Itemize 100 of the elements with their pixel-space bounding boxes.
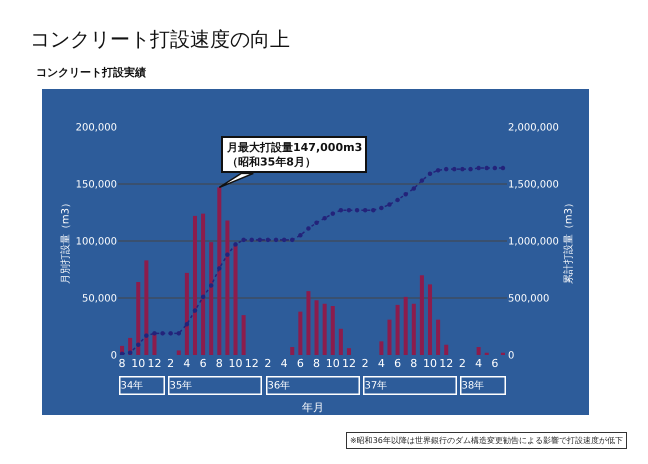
point [322, 216, 327, 220]
x-tick-label: 10 [228, 357, 243, 370]
bar [290, 347, 294, 355]
point [168, 331, 173, 336]
point [420, 178, 424, 183]
point [330, 211, 336, 216]
x-tick-label: 4 [475, 357, 482, 370]
x-tick-label: 10 [326, 357, 340, 370]
point [266, 238, 270, 242]
bar [192, 216, 198, 355]
point [452, 166, 457, 172]
point [387, 202, 392, 207]
x-tick-label: 2 [264, 357, 272, 370]
y2-tick-label: 500,000 [508, 294, 550, 304]
point [225, 252, 230, 257]
x-tick-label: 10 [423, 357, 438, 370]
text: 38年 [462, 380, 484, 392]
text: 35年 [170, 380, 192, 392]
bar [233, 244, 238, 355]
point [338, 208, 344, 212]
point [120, 352, 124, 355]
x-tick-label: 12 [439, 357, 454, 370]
bar [217, 187, 222, 355]
y-tick-label: 50,000 [82, 294, 117, 304]
point [412, 186, 416, 191]
point [290, 238, 294, 242]
bar [346, 348, 351, 355]
point [144, 333, 149, 338]
x-tick-label: 6 [394, 357, 402, 370]
bar [306, 291, 310, 355]
point [500, 166, 506, 170]
bar [298, 312, 302, 355]
bar [184, 272, 189, 355]
x-tick-label: 8 [410, 357, 418, 370]
point [249, 238, 254, 242]
x-tick-label: 4 [378, 357, 385, 370]
x-tick-label: 8 [118, 357, 126, 370]
x-tick-label: 8 [216, 357, 223, 370]
text: 36年 [268, 380, 290, 392]
y-tick-label: 100,000 [76, 236, 117, 248]
x-tick-label: 12 [342, 357, 356, 370]
y2-tick-label: 1,000,000 [508, 236, 559, 248]
x-tick-label: 4 [183, 357, 190, 370]
x-tick-label: 12 [244, 357, 259, 370]
bar [476, 347, 481, 355]
point [200, 294, 206, 300]
point [436, 168, 440, 173]
point [176, 331, 182, 336]
point [403, 192, 408, 197]
text: ※昭和36年以降は世界銀行のダム構造変更勧告による影響で打設速度が低下 [350, 436, 623, 445]
y-tick-label: 150,000 [76, 180, 117, 190]
point [241, 238, 246, 242]
point [468, 166, 473, 172]
y-tick-label: 0 [110, 350, 117, 362]
text: 34年 [120, 380, 144, 392]
point [444, 166, 448, 172]
point [128, 350, 132, 355]
bar [322, 304, 327, 355]
bar [338, 328, 343, 355]
y-axis-title: 月別打設量（m3） [60, 198, 72, 284]
point [298, 233, 303, 238]
point [371, 208, 376, 212]
bar [209, 242, 214, 355]
point [282, 238, 286, 242]
bar [136, 282, 140, 355]
x-tick-label: 8 [313, 357, 320, 370]
x-tick-label: 6 [200, 357, 207, 370]
point [492, 166, 498, 170]
point [217, 266, 222, 271]
bar [436, 320, 440, 355]
point [314, 220, 319, 226]
bar [176, 350, 181, 355]
bar [330, 306, 335, 355]
y-tick-label: 200,000 [76, 122, 117, 134]
point [395, 198, 400, 202]
bar [201, 214, 206, 355]
chart-subtitle: コンクリート打設実績 [36, 66, 146, 79]
point [208, 283, 214, 288]
annotation: 月最大打設量147,000m3 （昭和35年8月） [226, 141, 362, 168]
bar [404, 296, 408, 355]
bar [152, 333, 156, 355]
y2-axis-title: 累計打設量（m3） [562, 198, 574, 284]
point [362, 208, 368, 212]
point [258, 238, 262, 242]
point [484, 166, 489, 170]
chart-title: コンクリート打設速度の向上 [30, 27, 290, 51]
y2-tick-label: 1,500,000 [508, 180, 559, 190]
text: 37年 [364, 380, 388, 392]
point [346, 208, 352, 212]
x-tick-label: 2 [458, 357, 466, 370]
point [460, 166, 465, 172]
bar [314, 300, 319, 355]
x-tick-label: 12 [147, 357, 162, 370]
point [136, 342, 141, 347]
bar [420, 275, 424, 355]
bar [242, 315, 246, 355]
x-tick-label: 6 [491, 357, 498, 370]
x-tick-label: 2 [362, 357, 369, 370]
bar [396, 304, 400, 355]
x-tick-label: 4 [280, 357, 288, 370]
